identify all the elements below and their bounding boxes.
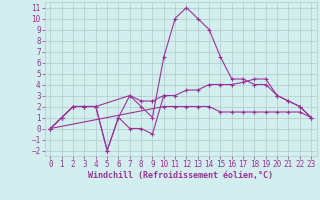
X-axis label: Windchill (Refroidissement éolien,°C): Windchill (Refroidissement éolien,°C)	[88, 171, 273, 180]
